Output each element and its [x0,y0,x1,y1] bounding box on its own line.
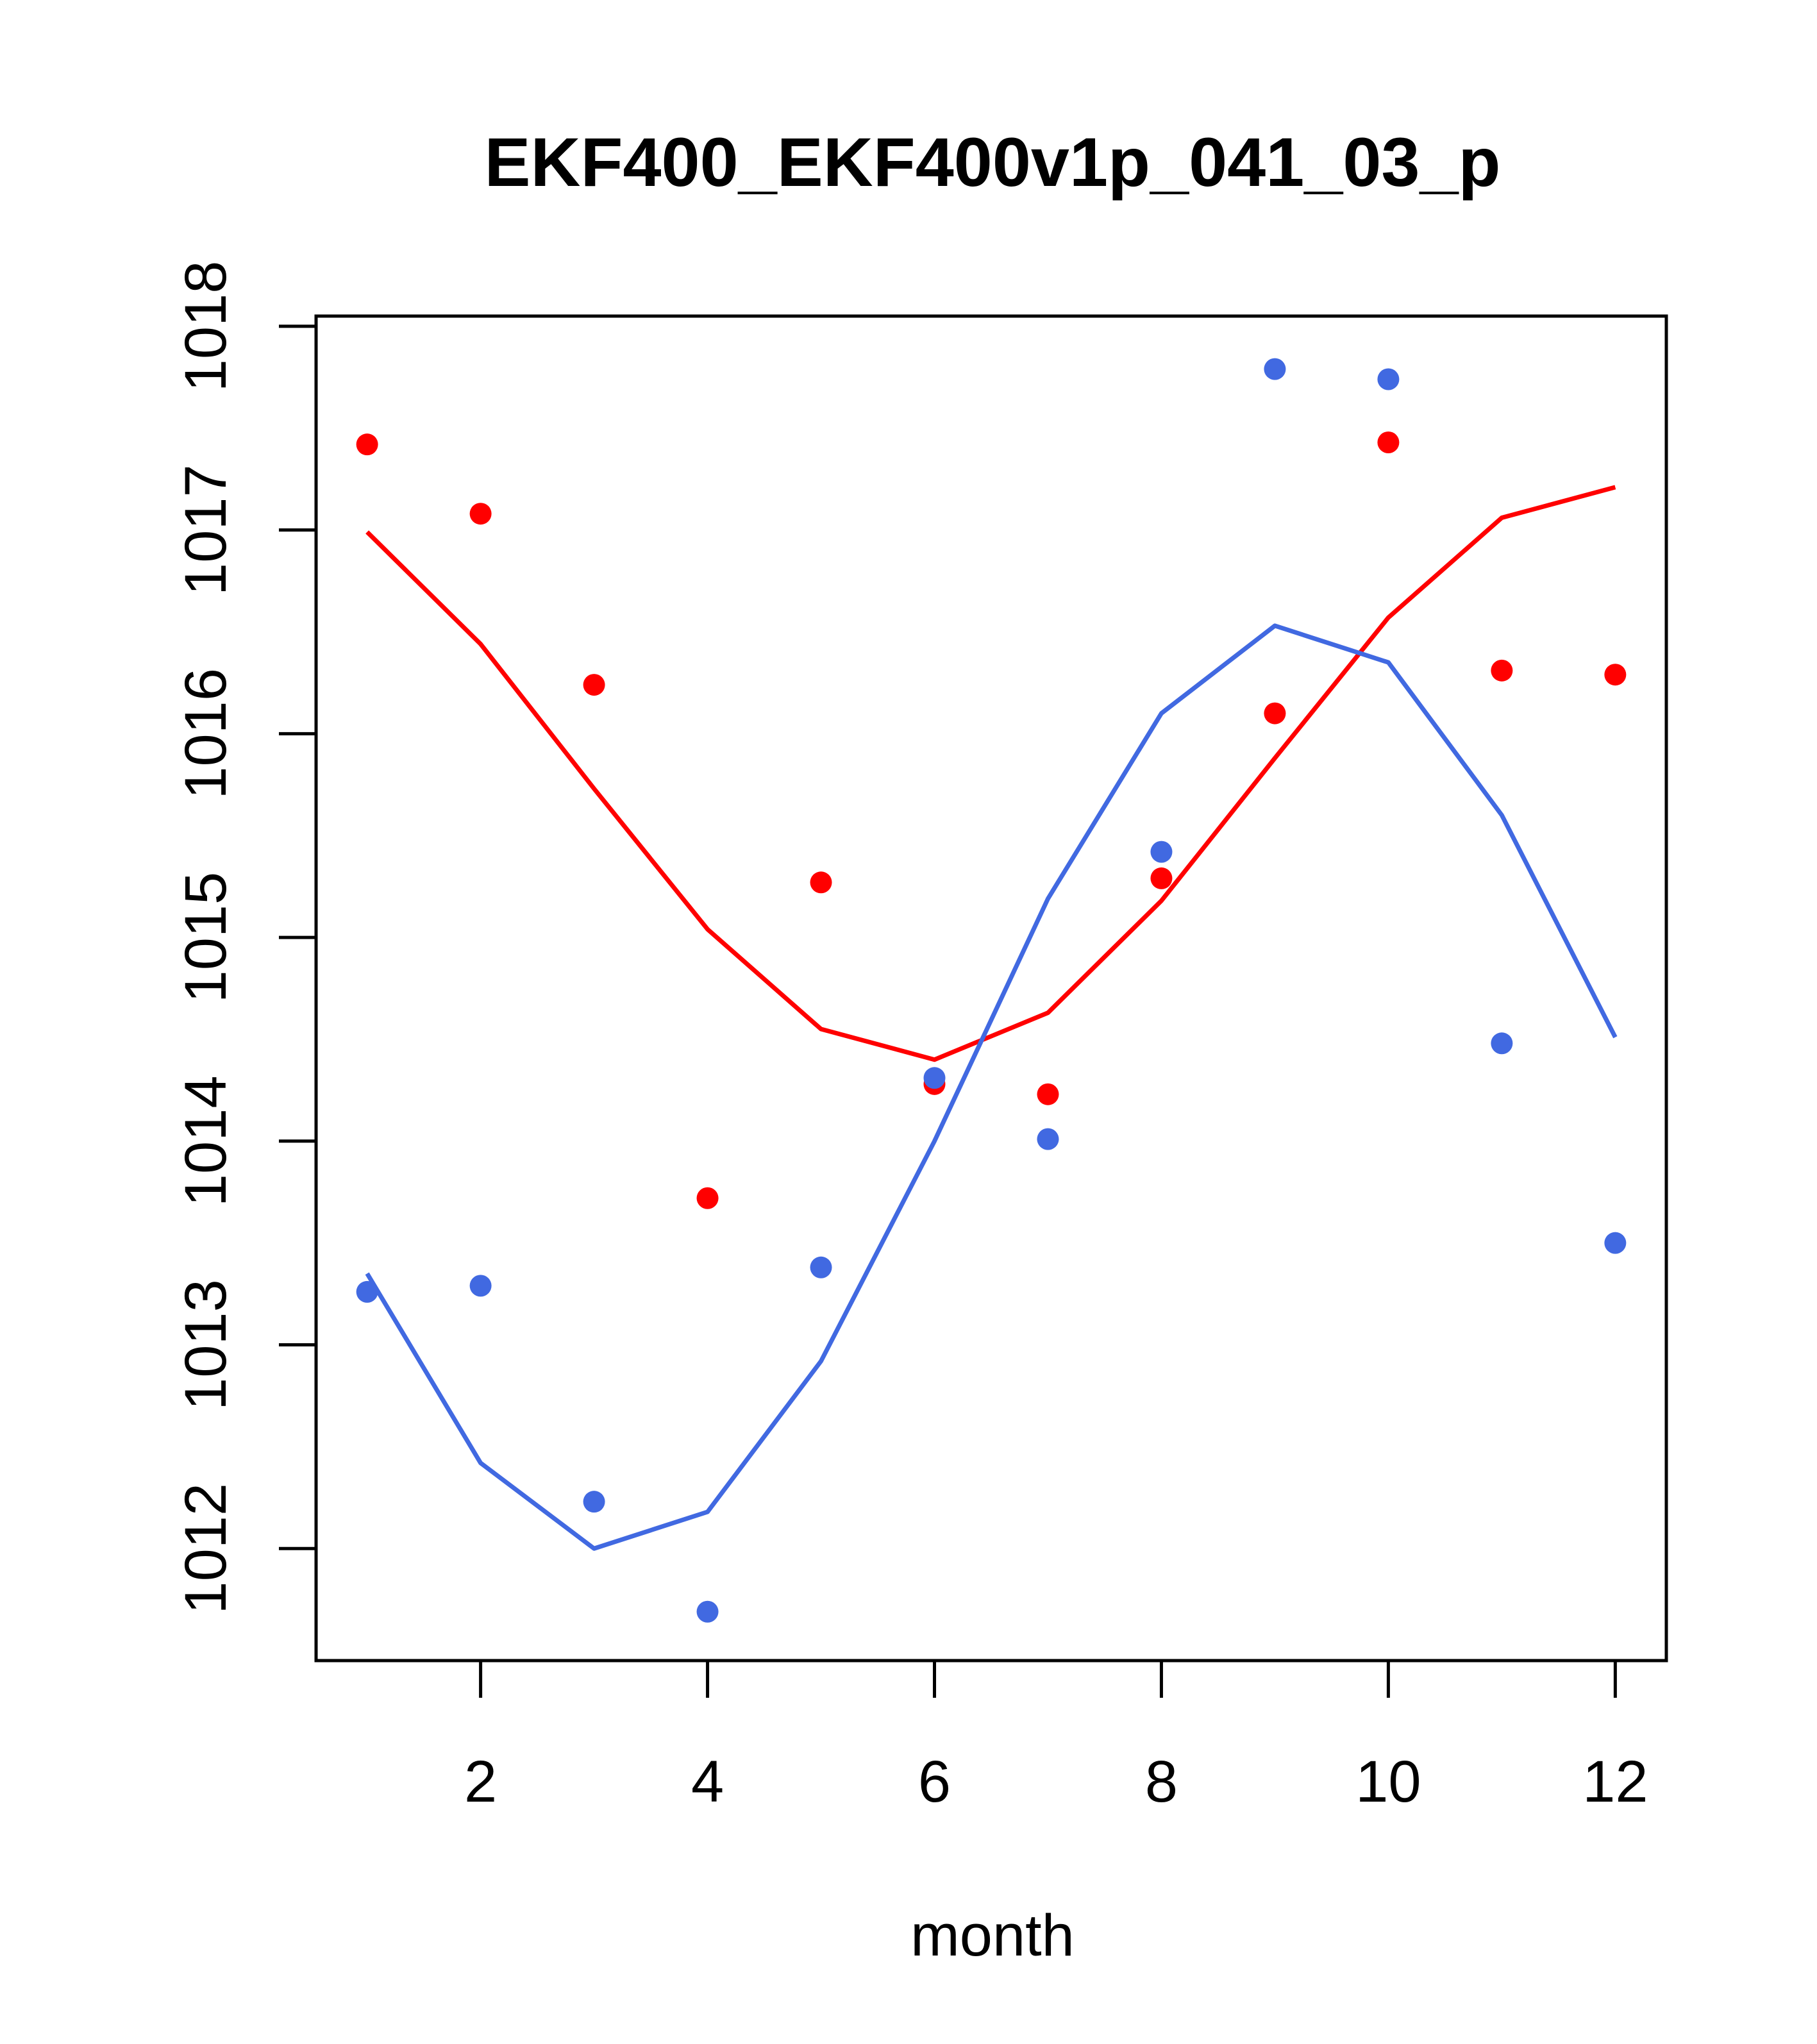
blue-point [1037,1128,1059,1150]
y-tick-label: 1017 [173,464,239,596]
blue-line [365,623,1618,1551]
y-tick-label: 1014 [173,1075,239,1207]
x-tick-label: 2 [464,1749,497,1814]
x-tick-label: 10 [1355,1749,1421,1814]
x-tick-label: 8 [1145,1749,1178,1814]
blue-point [356,1280,378,1303]
red-point [810,871,832,894]
red-line [365,485,1616,1062]
red-point [696,1187,719,1209]
y-tick-label: 1013 [173,1279,239,1411]
blue-point [1150,841,1173,863]
x-axis-label: month [910,1903,1075,1968]
red-point [1264,702,1286,725]
red-point [356,433,378,456]
y-tick-label: 1016 [173,668,239,800]
red-point [1037,1083,1059,1105]
y-axis: 1012 1013 1014 1015 1016 1017 1018 [173,261,318,1614]
red-point [583,674,605,696]
series-lines [365,485,1618,1551]
x-tick-label: 4 [691,1749,724,1814]
y-tick-label: 1018 [173,261,239,392]
plot-frame [314,314,1668,1663]
x-tick-label: 6 [918,1749,951,1814]
blue-point [1491,1032,1513,1055]
y-tick-label: 1012 [173,1483,239,1614]
y-tick-label: 1015 [173,872,239,1003]
blue-point [696,1600,719,1623]
chart-title: EKF400_EKF400v1p_041_03_p [484,123,1500,201]
blue-point [1604,1232,1627,1254]
blue-point [810,1256,832,1278]
red-point [1377,431,1400,453]
red-point [1491,659,1513,682]
blue-point [469,1275,492,1297]
blue-point [1264,358,1286,380]
red-point [1150,867,1173,889]
series-points [356,358,1627,1623]
blue-point [1377,368,1400,390]
blue-point [923,1067,946,1089]
red-point [469,503,492,525]
red-point [1604,664,1627,686]
x-tick-label: 12 [1582,1749,1648,1814]
x-axis: 2 4 6 8 10 12 [464,1659,1648,1814]
blue-point [583,1491,605,1513]
